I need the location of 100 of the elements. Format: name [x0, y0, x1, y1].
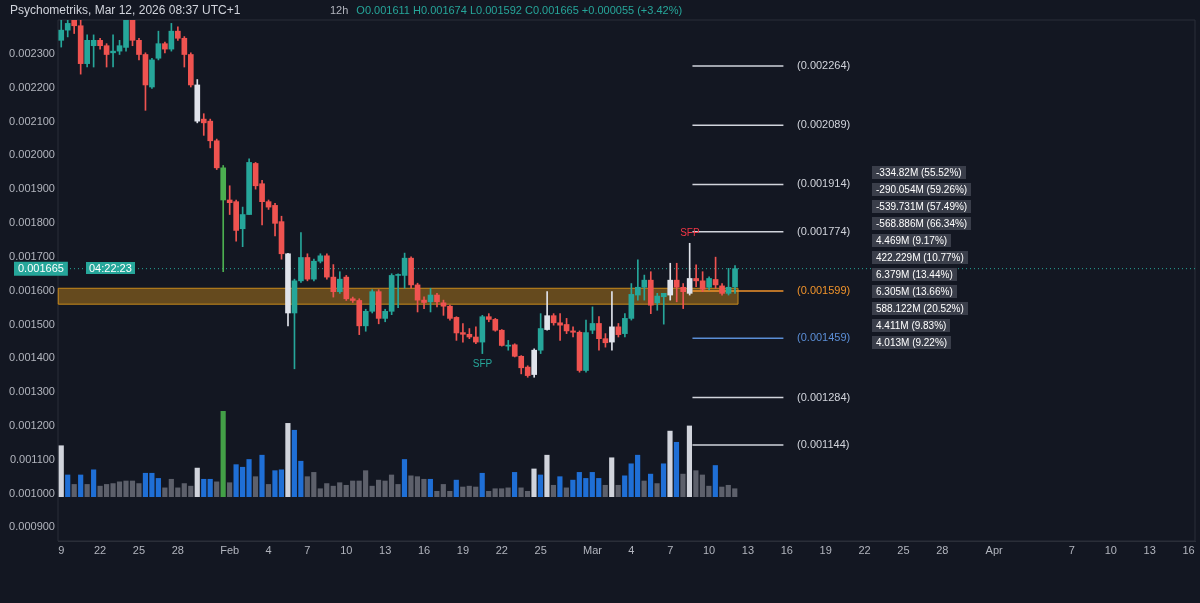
bar — [58, 445, 64, 497]
annotation: -290.054M (59.26%) — [872, 183, 972, 196]
annotation: -539.731M (57.49%) — [872, 200, 972, 213]
bar — [615, 484, 621, 497]
x-tick-label: 10 — [702, 543, 716, 556]
ref-line-label: (0.001774) — [797, 224, 851, 237]
x-tick-label: 22 — [495, 543, 508, 556]
x-tick-label: 25 — [534, 543, 547, 556]
y-tick-label: 0.001300 — [9, 385, 55, 398]
bar — [719, 486, 725, 497]
x-tick-label: 10 — [1104, 543, 1117, 556]
bar — [91, 469, 97, 497]
y-tick-label: 0.001600 — [9, 283, 55, 296]
bar — [550, 484, 557, 497]
bar — [712, 465, 718, 497]
bar — [252, 476, 259, 497]
y-tick-label: 0.001000 — [9, 486, 55, 499]
annotation: -568.886M (66.34%) — [872, 217, 972, 230]
bar — [667, 430, 673, 497]
annotation: SFP — [680, 227, 700, 239]
candlestick — [421, 296, 427, 309]
y-tick-label: 0.001200 — [9, 419, 55, 432]
ref-line-label: (0.001459) — [797, 331, 851, 344]
annotation: 422.229M (10.77%) — [872, 251, 968, 264]
bar — [673, 441, 680, 497]
bar — [259, 454, 265, 497]
text: O0.001611 H0.001674 L0.001592 C0.001665 +0.000055 (+3.42%) — [356, 4, 683, 16]
x-tick-label: Feb — [220, 543, 240, 556]
x-tick-label: Mar — [583, 543, 603, 556]
x-tick-label: 13 — [741, 543, 755, 556]
x-tick-label: 22 — [93, 543, 107, 556]
bar — [434, 490, 440, 497]
x-tick-label: 19 — [819, 543, 832, 556]
x-tick-label: 19 — [456, 543, 470, 556]
x-tick-label: 28 — [936, 543, 949, 556]
ref-line-label: (0.001284) — [797, 390, 851, 403]
bar — [602, 484, 608, 497]
ref-line-label: (0.002089) — [797, 118, 851, 131]
x-tick-label: 7 — [1068, 543, 1075, 556]
bar — [641, 480, 647, 497]
bar — [265, 484, 272, 497]
annotation: 4.411M (9.83%) — [872, 319, 951, 332]
bar — [453, 479, 459, 497]
ref-line-label: (0.001914) — [797, 177, 851, 190]
ref-line-label: (0.002264) — [797, 59, 851, 72]
bar — [660, 463, 667, 497]
x-tick-label: 25 — [132, 543, 146, 556]
bar — [570, 479, 576, 497]
y-tick-label: 0.002300 — [9, 46, 55, 59]
x-tick-label: 4 — [265, 543, 272, 556]
bar — [71, 484, 77, 497]
bar — [194, 467, 200, 497]
annotation: 4.469M (9.17%) — [872, 234, 952, 247]
annotation: SFP — [472, 357, 493, 369]
x-tick-label: 16 — [780, 543, 793, 556]
y-tick-label: 0.001100 — [9, 452, 55, 465]
x-tick-label: Apr — [985, 543, 1004, 556]
bar — [680, 473, 686, 497]
y-tick-label: 0.002000 — [9, 148, 55, 161]
bar — [693, 470, 699, 497]
bar — [220, 411, 226, 497]
bar — [201, 478, 207, 497]
annotation: -334.82M (55.52%) — [872, 166, 966, 179]
y-tick-label: 0.002200 — [9, 80, 55, 93]
y-tick-label: 0.001700 — [9, 249, 55, 262]
x-tick-label: 16 — [417, 543, 431, 556]
bar — [557, 476, 563, 497]
candlestick — [110, 34, 116, 68]
y-tick-label: 0.001500 — [9, 317, 55, 330]
x-tick-label: 7 — [304, 543, 311, 556]
ref-line-label: 0.001665 — [18, 261, 64, 274]
x-tick-label: 28 — [171, 543, 184, 556]
chart-subtitle: Psychometriks, Mar 12, 2026 08:37 UTC+1 — [10, 3, 241, 17]
chart-title: 12h — [330, 4, 349, 16]
bar — [162, 487, 168, 497]
x-tick-label: 10 — [340, 543, 353, 556]
bar — [511, 472, 518, 497]
bar — [427, 478, 433, 497]
x-tick-label: 13 — [379, 543, 392, 556]
bar — [401, 459, 408, 497]
bar — [479, 472, 485, 497]
y-tick-label: 0.001400 — [9, 351, 55, 364]
annotation: 04:22:23 — [86, 261, 135, 274]
annotation: 588.122M (20.52%) — [872, 302, 968, 315]
bar — [505, 487, 511, 497]
candlestick — [609, 291, 615, 351]
bar — [155, 478, 161, 497]
bar — [647, 473, 654, 497]
x-tick-label: 16 — [1182, 543, 1195, 556]
x-tick-label: 7 — [667, 543, 674, 556]
bar — [460, 486, 466, 497]
ref-line-label: (0.001144) — [797, 437, 850, 450]
y-tick-label: 0.000900 — [9, 520, 55, 533]
bar — [563, 487, 569, 497]
bar — [654, 483, 660, 497]
y-tick-label: 0.001800 — [9, 216, 55, 229]
bar — [84, 484, 90, 497]
bar — [622, 475, 628, 497]
bar — [544, 454, 550, 497]
x-tick-label: 4 — [628, 543, 635, 556]
